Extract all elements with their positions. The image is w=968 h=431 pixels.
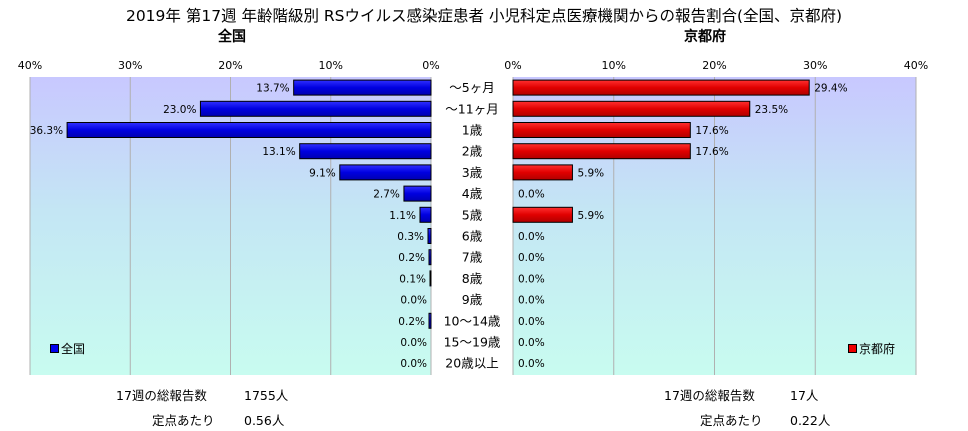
bar-national [199,100,432,117]
data-label-kyoto: 0.0% [518,358,545,370]
tick-label-left: 40% [18,59,42,72]
bar-national [427,228,432,244]
tick-label-right: 10% [602,59,626,72]
bar-kyoto [512,122,691,138]
data-label-national: 0.1% [399,273,426,285]
category-label: 7歳 [462,250,483,265]
kyoto-total-label: 17週の総報告数 [664,388,755,403]
category-label: 〜11ヶ月 [445,101,498,116]
kyoto-per-value: 0.22人 [790,413,831,428]
tick-label-left: 30% [118,59,142,72]
data-label-national: 2.7% [373,189,400,201]
national-per-value: 0.56人 [244,413,285,428]
data-label-national: 1.1% [389,210,416,222]
data-label-national: 13.1% [262,146,295,158]
category-label: 6歳 [462,229,483,244]
tick-label-right: 40% [904,59,928,72]
data-label-kyoto: 17.6% [695,146,728,158]
data-label-kyoto: 0.0% [518,252,545,264]
tick-label-left: 20% [218,59,242,72]
category-label: 2歳 [462,144,483,159]
bar-national [339,164,432,181]
data-label-national: 0.0% [400,337,427,349]
data-label-national: 0.3% [397,231,424,243]
kyoto-per-label: 定点あたり [700,413,763,428]
tick-label-right: 30% [803,59,827,72]
category-label: 8歳 [462,271,483,286]
category-label: 3歳 [462,165,483,180]
bar-kyoto [512,79,810,96]
category-label: 〜5ヶ月 [449,80,494,95]
category-label: 9歳 [462,292,483,307]
category-label: 5歳 [462,207,483,222]
data-label-national: 13.7% [256,83,289,95]
bar-national [403,185,432,202]
data-label-kyoto: 17.6% [695,125,728,137]
data-label-national: 0.2% [398,316,425,328]
category-label: 1歳 [462,123,483,138]
data-label-kyoto: 0.0% [518,337,545,349]
data-label-kyoto: 0.0% [518,316,545,328]
category-label: 15〜19歳 [444,335,501,350]
bar-national [428,312,432,329]
data-label-kyoto: 0.0% [518,295,545,307]
bar-national [419,206,432,223]
national-total-label: 17週の総報告数 [116,388,207,403]
national-per-label: 定点あたり [152,413,215,428]
legend-label-national: 全国 [61,342,86,356]
data-label-kyoto: 5.9% [577,210,604,222]
tick-label-left: 0% [422,59,439,72]
category-label: 10〜14歳 [444,313,501,328]
legend-national: 全国 [50,340,85,357]
category-label: 4歳 [462,186,483,201]
legend-swatch-kyoto [848,344,857,353]
bar-kyoto [512,164,573,181]
panel-title-national: 全国 [218,29,246,45]
national-total-value: 1755人 [244,388,289,403]
data-label-national: 0.2% [398,252,425,264]
bar-national [299,143,432,160]
data-label-kyoto: 0.0% [518,273,545,285]
data-label-kyoto: 29.4% [814,83,847,95]
panel-title-kyoto: 京都府 [684,29,726,45]
data-label-national: 0.0% [400,358,427,370]
bar-national [429,270,432,287]
data-label-kyoto: 23.5% [755,104,788,116]
data-label-national: 36.3% [30,125,63,137]
bar-national [428,249,432,266]
data-label-kyoto: 0.0% [518,189,545,201]
data-label-kyoto: 0.0% [518,231,545,243]
bar-kyoto [512,100,751,117]
data-label-national: 0.0% [400,295,427,307]
legend-kyoto: 京都府 [848,340,895,357]
legend-label-kyoto: 京都府 [859,342,896,356]
bar-national [66,122,432,138]
tick-label-left: 10% [319,59,343,72]
data-label-national: 23.0% [163,104,196,116]
chart-title: 2019年 第17週 年齢階級別 RSウイルス感染症患者 小児科定点医療機関から… [125,7,843,25]
tick-label-right: 0% [504,59,521,72]
legend-swatch-national [50,344,59,353]
kyoto-total-value: 17人 [790,388,819,403]
category-label: 20歳以上 [445,356,498,371]
data-label-national: 9.1% [309,167,336,179]
bar-kyoto [512,206,573,223]
data-label-kyoto: 5.9% [577,167,604,179]
bar-kyoto [512,143,691,160]
bar-national [293,79,432,96]
tick-label-right: 20% [702,59,726,72]
